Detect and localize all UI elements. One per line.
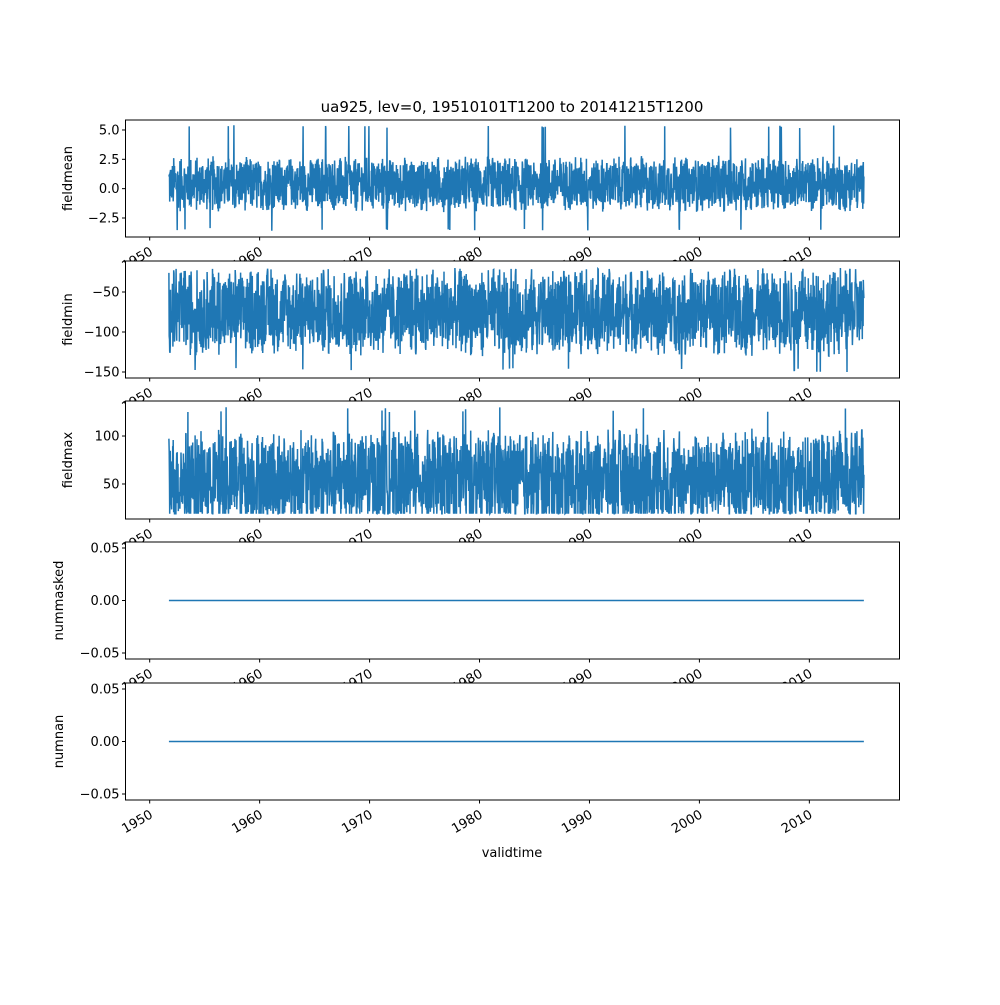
y-tick-label: 0.00 (91, 594, 120, 609)
x-tick-label: 1970 (339, 807, 375, 837)
y-tick-label: 5.0 (99, 123, 120, 138)
y-axis-label: fieldmean (61, 146, 76, 211)
x-tick-label: 1980 (449, 807, 485, 837)
axes-frame (125, 400, 900, 520)
y-axis-label: nummasked (52, 561, 67, 641)
y-tick-label: 0.05 (91, 682, 120, 697)
subplot-numnan: −0.05 0.00 0.05 numnan 1950 1960 1970 1980 1990 2… (52, 682, 900, 837)
x-axis-label: validtime (482, 846, 543, 861)
y-tick-label: −50 (92, 286, 119, 301)
y-axis-label: numnan (52, 715, 67, 769)
series-line-fieldmax (168, 407, 865, 517)
y-tick-label: 50 (103, 477, 120, 492)
y-tick-label: 0.00 (91, 735, 120, 750)
y-tick-label: −100 (84, 326, 120, 341)
x-tick-label: 1950 (120, 807, 156, 837)
axes-frame (125, 260, 900, 379)
y-tick-label: −0.05 (80, 788, 120, 803)
series-line-fieldmean (168, 125, 865, 231)
x-tick-label: 2000 (669, 807, 705, 837)
x-tick-label: 1990 (559, 807, 595, 837)
x-tick-label: 2010 (779, 807, 815, 837)
x-tick-label: 1960 (229, 807, 265, 837)
y-axis-label: fieldmax (61, 432, 76, 489)
y-tick-label: −2.5 (88, 211, 120, 226)
y-tick-label: −150 (84, 366, 120, 381)
y-axis-label: fieldmin (61, 293, 76, 346)
series-line-fieldmin (168, 266, 865, 373)
axes-frame (125, 119, 900, 238)
y-tick-label: 100 (95, 430, 120, 445)
y-tick-label: 2.5 (99, 153, 120, 168)
y-tick-label: 0.0 (99, 182, 120, 197)
y-tick-label: −0.05 (80, 647, 120, 662)
chart-title: ua925, lev=0, 19510101T1200 to 20141215T… (321, 98, 704, 116)
y-tick-label: 0.05 (91, 541, 120, 556)
